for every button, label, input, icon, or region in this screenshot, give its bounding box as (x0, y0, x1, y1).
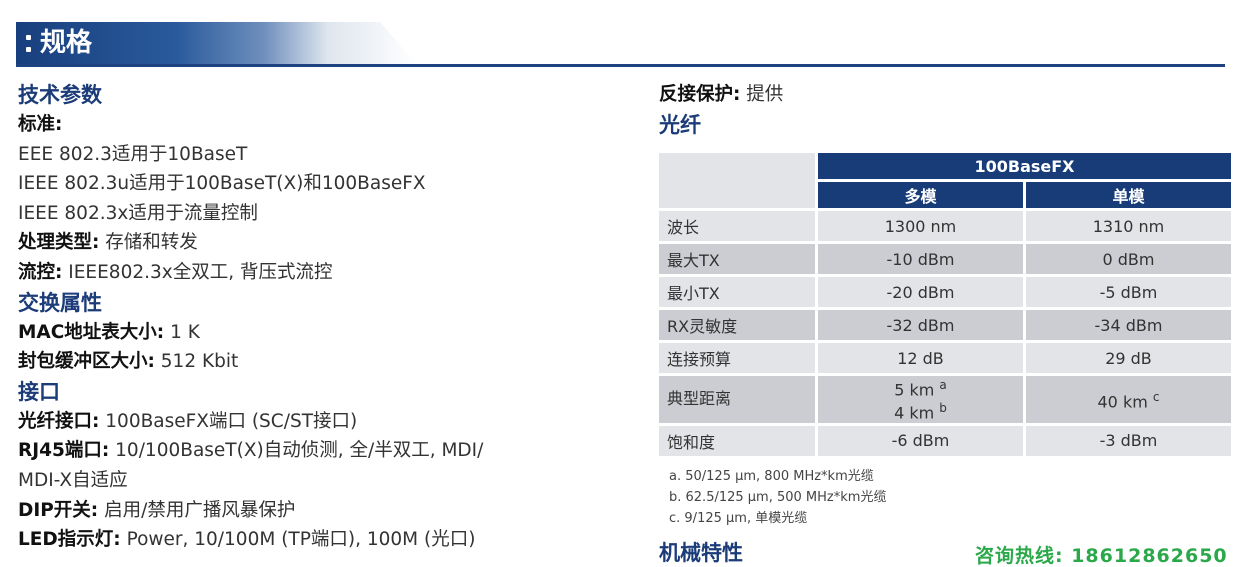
row-label: 饱和度 (659, 425, 815, 456)
table-footnotes: a. 50/125 μm, 800 MHz*km光缆 b. 62.5/125 μ… (669, 466, 886, 529)
table-corner-cell (659, 153, 815, 208)
footnote: a. 50/125 μm, 800 MHz*km光缆 (669, 469, 874, 484)
row-label: RX灵敏度 (659, 310, 815, 340)
footnote-mark: a (939, 378, 947, 392)
row-label: 最大TX (659, 244, 815, 274)
multimode-value: -6 dBm (818, 425, 1023, 456)
flow-value: IEEE802.3x全双工, 背压式流控 (62, 261, 333, 283)
rj45-port: RJ45端口: 10/100BaseT(X)自动侦测, 全/半双工, MDI/ (18, 436, 638, 466)
header-100basefx: 100BaseFX (818, 153, 1231, 179)
standard-item: IEEE 802.3u适用于100BaseT(X)和100BaseFX (18, 173, 426, 195)
fiber-port: 光纤接口: 100BaseFX端口 (SC/ST接口) (18, 407, 638, 437)
dip-value: 启用/禁用广播风暴保护 (98, 499, 296, 521)
table-row: 最小TX -20 dBm -5 dBm (659, 277, 1231, 307)
footnote: b. 62.5/125 μm, 500 MHz*km光缆 (669, 490, 887, 505)
fiber-port-value: 100BaseFX端口 (SC/ST接口) (99, 410, 358, 432)
dip-switch: DIP开关: 启用/禁用广播风暴保护 (18, 496, 638, 526)
singlemode-value: 0 dBm (1026, 244, 1231, 274)
buffer-value: 512 Kbit (154, 351, 239, 373)
standard-label: 标准: (18, 114, 63, 135)
buffer-label: 封包缓冲区大小: (18, 351, 155, 373)
row-label: 波长 (659, 211, 815, 241)
table-row: 典型距离 5 km a 4 km b 40 km c (659, 376, 1231, 423)
multimode-value: 12 dB (818, 343, 1023, 373)
singlemode-value: -3 dBm (1026, 425, 1231, 456)
standard-item: IEEE 802.3x适用于流量控制 (18, 202, 258, 224)
led-label: LED指示灯: (18, 529, 121, 551)
header-divider (16, 64, 1225, 67)
left-column: 技术参数 标准: EEE 802.3适用于10BaseT IEEE 802.3u… (18, 80, 638, 555)
table-header-row: 100BaseFX (659, 153, 1231, 208)
processing-type: 处理类型: 存储和转发 (18, 228, 638, 258)
hotline-text: 咨询热线: 18612862650 (975, 545, 1228, 567)
rj45-port-cont: MDI-X自适应 (18, 469, 128, 491)
singlemode-value: 40 km c (1026, 376, 1231, 423)
interface-heading: 接口 (18, 379, 60, 404)
row-label: 最小TX (659, 277, 815, 307)
processing-label: 处理类型: (18, 232, 100, 254)
fiber-spec-table: 100BaseFX 多模 单模 波长 1300 nm 1310 nm 最大TX … (656, 150, 1234, 459)
section-banner: 规格 (16, 22, 416, 64)
distance-a-value: 5 km (894, 380, 935, 400)
table-row: 最大TX -10 dBm 0 dBm (659, 244, 1231, 274)
rj45-value: 10/100BaseT(X)自动侦测, 全/半双工, MDI/ (109, 440, 484, 462)
banner-background (16, 22, 416, 64)
distance-a: 5 km a (826, 376, 1015, 399)
row-label: 典型距离 (659, 376, 815, 423)
singlemode-value: 1310 nm (1026, 211, 1231, 241)
standard-label-line: 标准: (18, 110, 638, 140)
footnote-mark: c (1152, 389, 1160, 404)
processing-value: 存储和转发 (99, 232, 198, 254)
section-title: 规格 (40, 28, 93, 58)
table-row: 连接预算 12 dB 29 dB (659, 343, 1231, 373)
multimode-value: 1300 nm (818, 211, 1023, 241)
reverse-label: 反接保护: (659, 84, 741, 105)
flow-control: 流控: IEEE802.3x全双工, 背压式流控 (18, 258, 638, 288)
mac-value: 1 K (164, 321, 200, 343)
mechanical-heading: 机械特性 (659, 541, 743, 565)
table-row: 波长 1300 nm 1310 nm (659, 211, 1231, 241)
led-indicator: LED指示灯: Power, 10/100M (TP端口), 100M (光口) (18, 525, 638, 555)
buffer-size: 封包缓冲区大小: 512 Kbit (18, 347, 638, 377)
singlemode-value: -5 dBm (1026, 277, 1231, 307)
multimode-value: -20 dBm (818, 277, 1023, 307)
reverse-value: 提供 (740, 84, 784, 105)
tech-params-heading: 技术参数 (18, 83, 102, 107)
fiber-port-label: 光纤接口: (18, 410, 100, 432)
colon-bullet-icon (26, 31, 31, 56)
multimode-value: 5 km a 4 km b (818, 376, 1023, 423)
singlemode-value: 29 dB (1026, 343, 1231, 373)
footnote: c. 9/125 μm, 单模光缆 (669, 511, 808, 526)
table-subheader-row: 多模 单模 (659, 182, 1231, 208)
table-row: 饱和度 -6 dBm -3 dBm (659, 425, 1231, 456)
header-singlemode: 单模 (1026, 182, 1231, 208)
row-label: 连接预算 (659, 343, 815, 373)
fiber-heading: 光纤 (659, 113, 701, 137)
singlemode-value: -34 dBm (1026, 310, 1231, 340)
dip-label: DIP开关: (18, 499, 99, 521)
switch-props-heading: 交换属性 (18, 290, 102, 315)
mac-table-size: MAC地址表大小: 1 K (18, 318, 638, 348)
mac-label: MAC地址表大小: (18, 321, 165, 343)
right-column: 反接保护: 提供 光纤 (659, 80, 783, 140)
distance-b-value: 4 km (894, 403, 935, 423)
distance-c-value: 40 km (1097, 391, 1148, 411)
flow-label: 流控: (18, 261, 63, 283)
footnote-mark: b (939, 401, 947, 416)
standard-item: EEE 802.3适用于10BaseT (18, 143, 248, 165)
header-multimode: 多模 (818, 182, 1023, 208)
led-value: Power, 10/100M (TP端口), 100M (光口) (120, 529, 476, 551)
table-row: RX灵敏度 -32 dBm -34 dBm (659, 310, 1231, 340)
multimode-value: -32 dBm (818, 310, 1023, 340)
reverse-protection: 反接保护: 提供 (659, 80, 783, 110)
multimode-value: -10 dBm (818, 244, 1023, 274)
rj45-label: RJ45端口: (18, 440, 110, 462)
distance-b: 4 km b (826, 399, 1015, 422)
